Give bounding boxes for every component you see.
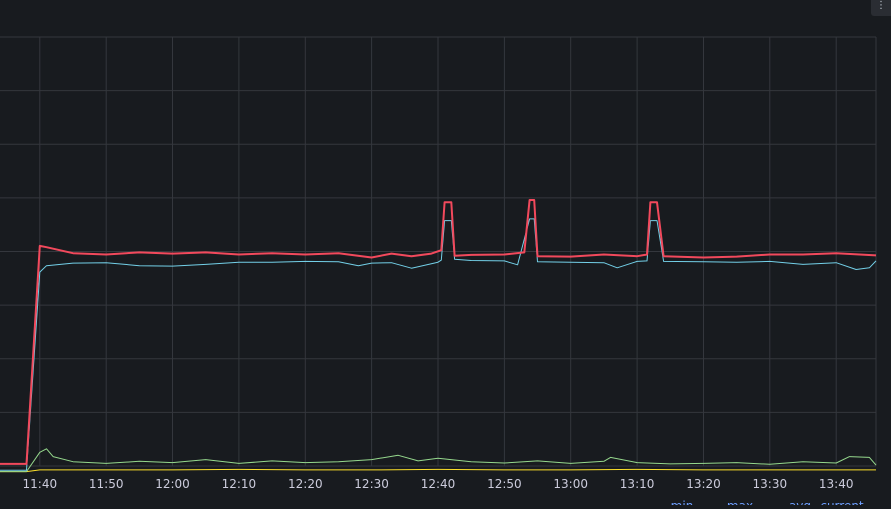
x-tick-label: 13:40 <box>819 477 854 491</box>
x-tick-label: 11:50 <box>89 477 124 491</box>
grid <box>0 36 877 467</box>
series-line-4 <box>0 468 876 473</box>
series-line-3 <box>0 448 877 473</box>
x-tick-label: 13:00 <box>553 477 588 491</box>
x-tick-label: 12:20 <box>288 477 323 491</box>
x-tick-label: 12:50 <box>487 477 522 491</box>
x-tick-label: 11:40 <box>23 477 58 491</box>
legend-column-min[interactable]: min <box>671 499 694 509</box>
legend-column-max[interactable]: max <box>727 499 753 509</box>
legend-column-avg[interactable]: avg <box>789 499 811 509</box>
x-tick-label: 12:00 <box>155 477 190 491</box>
x-tick-label: 13:30 <box>753 477 788 491</box>
x-tick-label: 12:10 <box>222 477 257 491</box>
series-lines <box>0 199 877 473</box>
panel-menu-icon[interactable]: ⋮ <box>871 0 891 16</box>
x-tick-label: 12:30 <box>354 477 389 491</box>
x-tick-label: 12:40 <box>421 477 456 491</box>
x-axis-ticks: 11:40 11:50 12:00 12:10 12:20 12:30 12:40 12:50… <box>23 477 854 491</box>
x-tick-label: 13:10 <box>620 477 655 491</box>
series-line-2 <box>0 218 877 471</box>
legend-header: min max avg current <box>671 499 864 509</box>
series-line-1 <box>0 199 877 465</box>
x-tick-label: 13:20 <box>686 477 721 491</box>
legend-column-current[interactable]: current <box>820 499 864 509</box>
